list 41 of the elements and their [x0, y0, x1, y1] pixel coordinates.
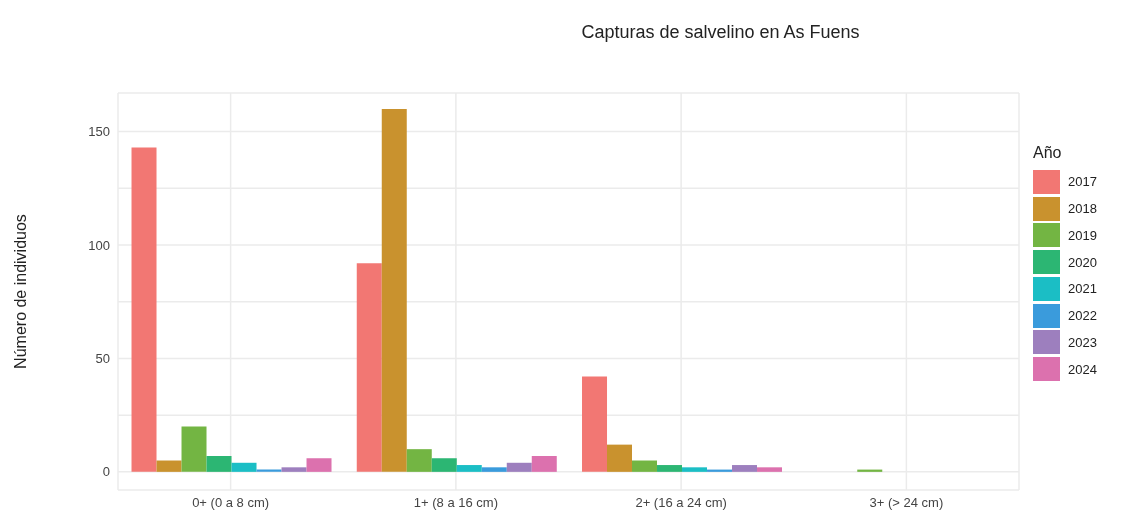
- x-tick-label: 2+ (16 a 24 cm): [635, 495, 727, 511]
- legend-label: 2018: [1068, 201, 1097, 216]
- legend-label: 2017: [1068, 174, 1097, 190]
- bar: [632, 460, 658, 472]
- bar: [657, 465, 683, 472]
- bar: [181, 426, 207, 472]
- bar: [406, 449, 432, 472]
- bar: [582, 376, 608, 472]
- bar: [757, 467, 783, 472]
- y-tick-label: 150: [88, 124, 110, 140]
- bar: [156, 460, 182, 472]
- legend-label: 2024: [1068, 361, 1097, 377]
- y-tick-label: 0: [102, 464, 110, 480]
- legend-label: 2019: [1068, 227, 1097, 243]
- bar: [431, 458, 457, 472]
- bar: [732, 465, 758, 472]
- y-tick-label: 100: [88, 237, 110, 253]
- bar: [381, 108, 407, 472]
- bar: [531, 455, 557, 472]
- bar: [506, 462, 532, 472]
- bar: [607, 444, 633, 472]
- x-tick-label: 3+ (> 24 cm): [869, 495, 944, 511]
- y-axis-title: Número de individuos: [11, 214, 29, 369]
- bar: [131, 147, 157, 472]
- legend-label: 2021: [1068, 281, 1097, 297]
- legend-label: 2023: [1068, 334, 1097, 350]
- x-tick-label: 1+ (8 a 16 cm): [413, 495, 498, 511]
- bar: [481, 467, 507, 472]
- legend-label: 2022: [1068, 308, 1097, 324]
- bar: [206, 455, 232, 472]
- legend-title: Año: [1033, 144, 1063, 163]
- bar: [306, 458, 332, 472]
- bar: [682, 467, 708, 472]
- bar: [281, 467, 307, 472]
- x-tick-label: 0+ (0 a 8 cm): [192, 495, 270, 511]
- bar: [356, 263, 382, 472]
- bar: [231, 462, 257, 472]
- chart-title: Capturas de salvelino en As Fuens: [580, 22, 861, 43]
- bar: [456, 465, 482, 472]
- legend-label: 2020: [1068, 254, 1097, 270]
- y-tick-label: 50: [95, 351, 110, 367]
